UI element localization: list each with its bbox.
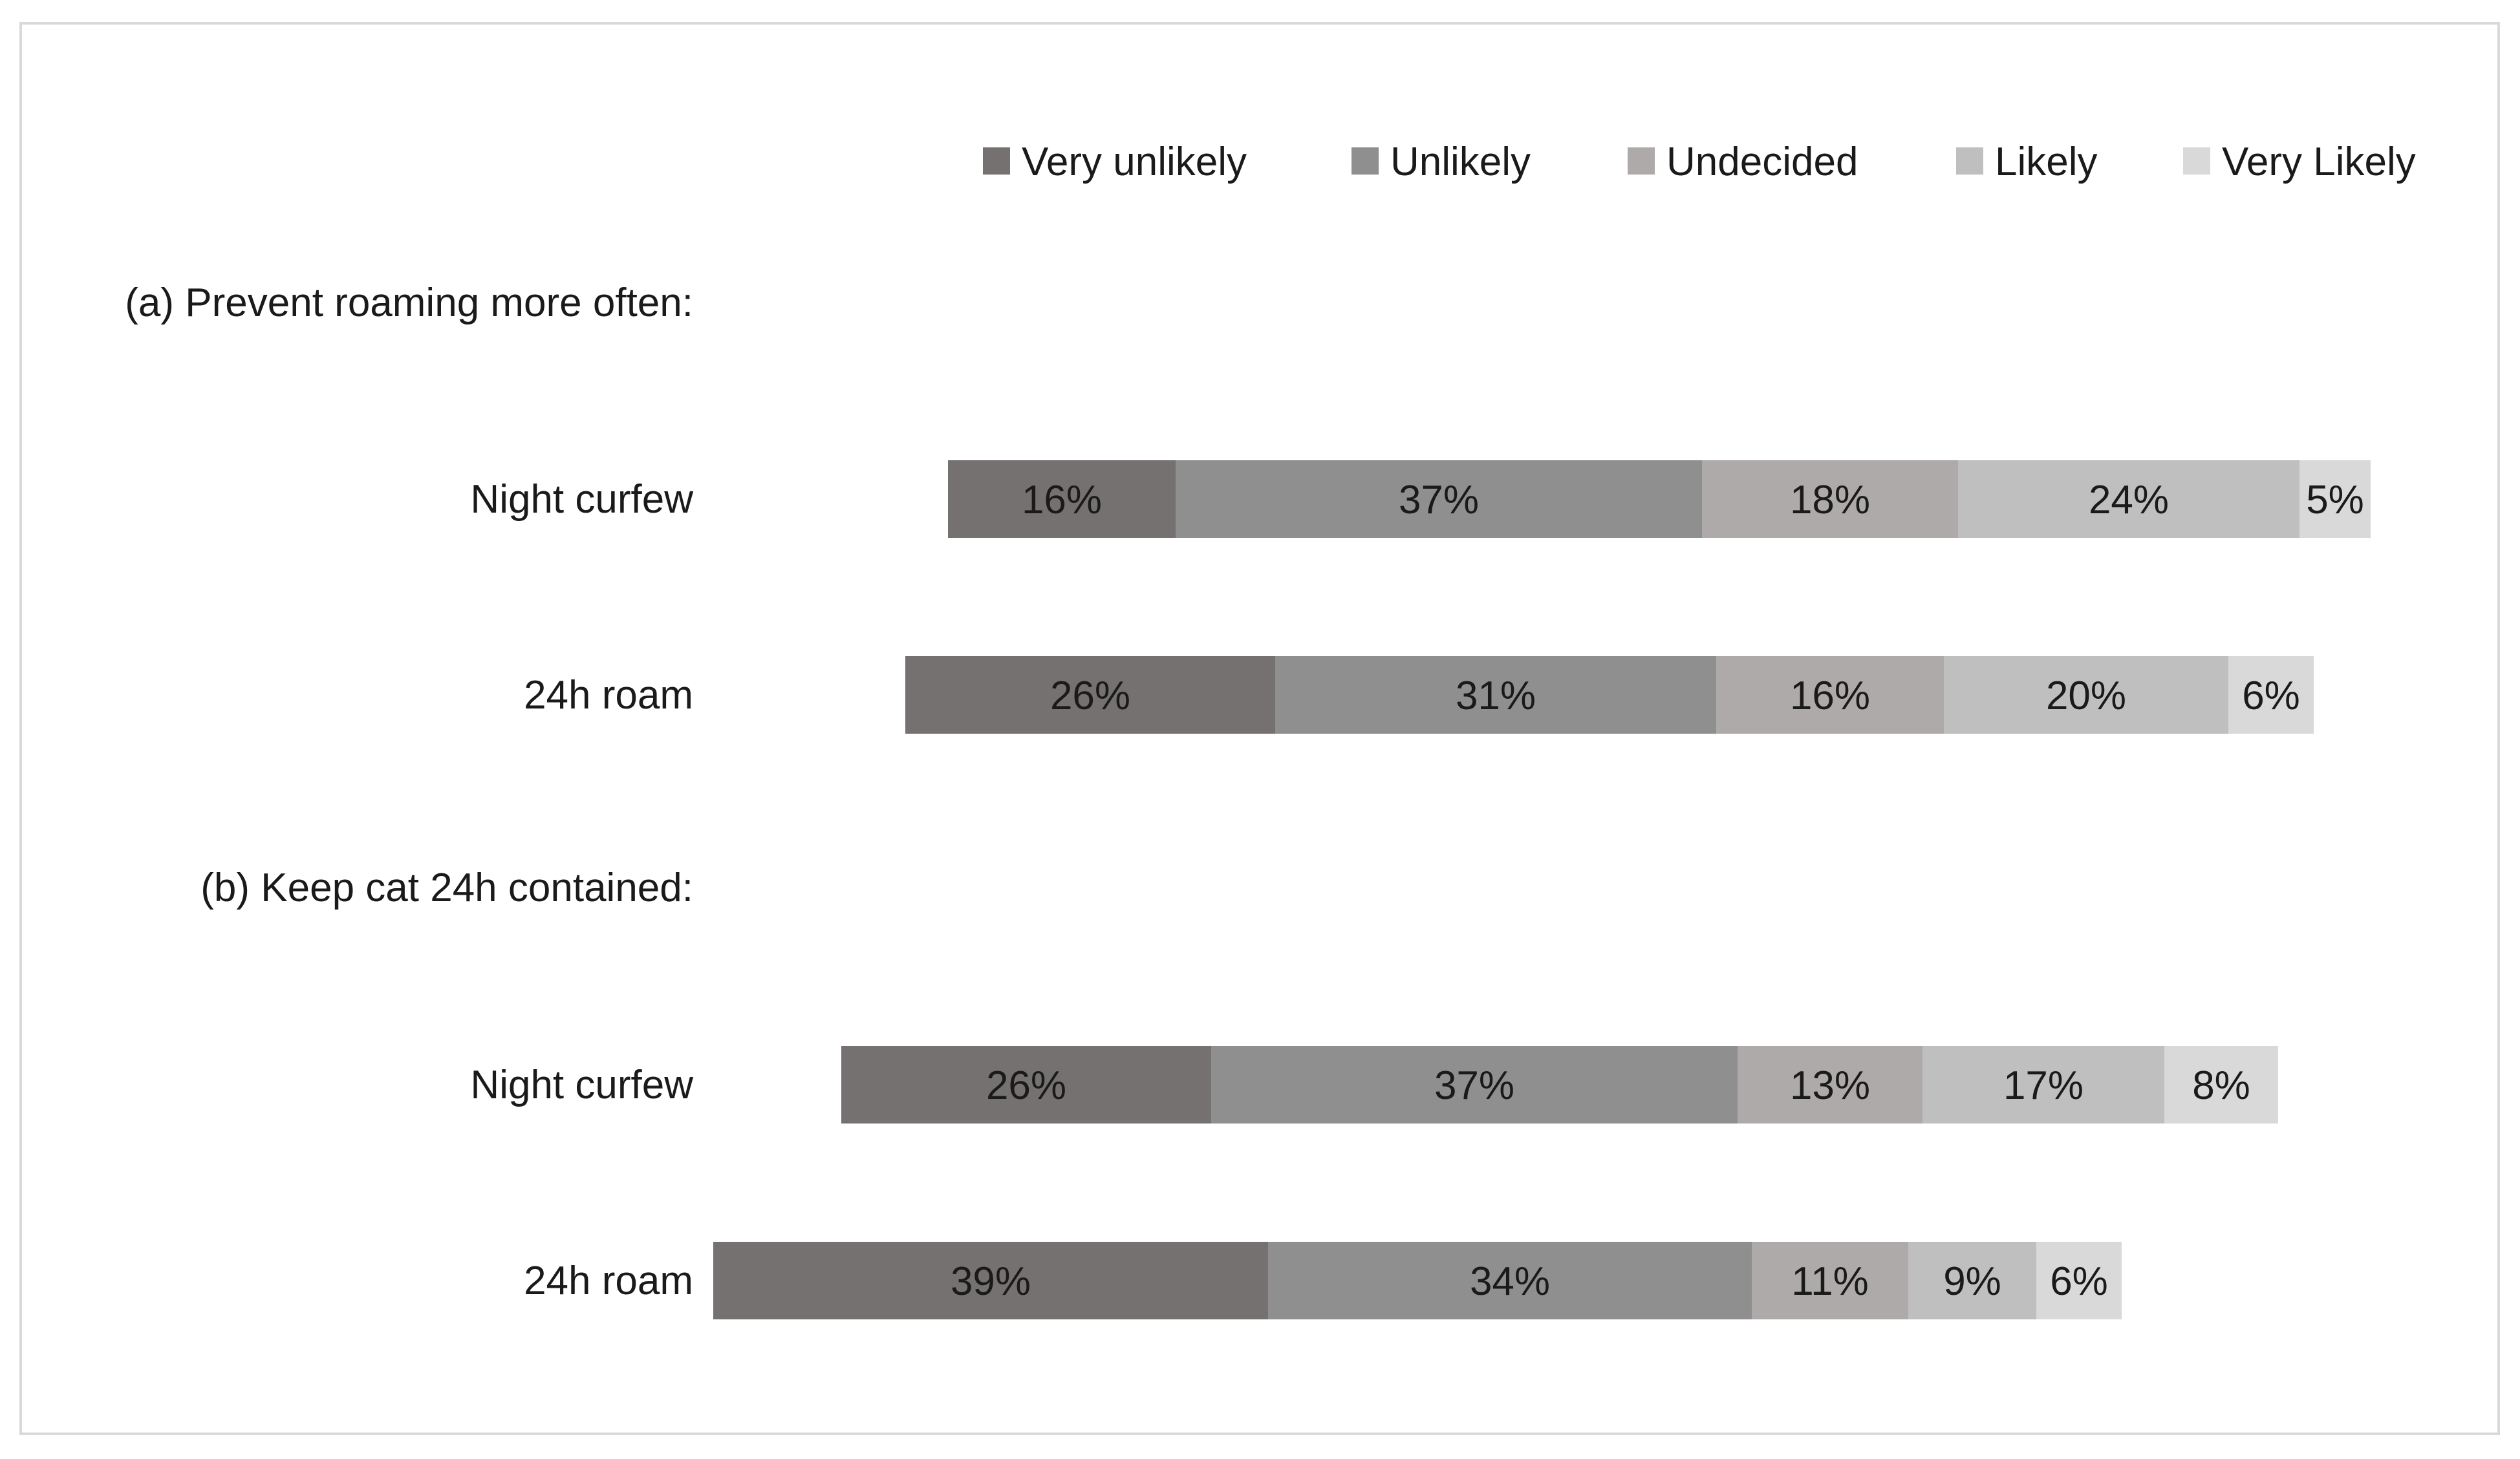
data-label-1-1-1: 16%: [1022, 478, 1102, 522]
legend-label-2: Unlikely: [1390, 140, 1531, 184]
data-label-1-1-5: 5%: [2306, 478, 2364, 522]
data-label-1-2-5: 6%: [2242, 674, 2300, 718]
bar-segment-2-1-5: [2164, 1046, 2278, 1124]
legend-swatch-2: [1352, 147, 1379, 175]
data-label-1-2-1: 26%: [1050, 674, 1130, 718]
bar-segment-1-2-1: [905, 656, 1275, 734]
data-label-2-1-4: 17%: [2003, 1063, 2084, 1108]
legend-swatch-3: [1628, 147, 1655, 175]
bar-segment-2-2-3: [1752, 1242, 1908, 1319]
bar-segment-1-2-5: [2228, 656, 2314, 734]
data-label-2-1-1: 26%: [986, 1063, 1066, 1108]
bar-segment-1-1-5: [2299, 460, 2371, 538]
data-label-2-2-1: 39%: [951, 1259, 1031, 1304]
group-heading-1: (a) Prevent roaming more often:: [125, 281, 693, 325]
data-label-1-1-2: 37%: [1399, 478, 1479, 522]
data-label-2-2-5: 6%: [2050, 1259, 2108, 1304]
bar-segment-1-2-2: [1275, 656, 1716, 734]
data-label-1-2-3: 16%: [1790, 674, 1870, 718]
data-label-1-2-2: 31%: [1456, 674, 1536, 718]
bar-segment-2-2-1: [713, 1242, 1268, 1319]
legend-swatch-1: [983, 147, 1010, 175]
data-label-2-2-4: 9%: [1943, 1259, 2001, 1304]
bar-segment-1-1-3: [1702, 460, 1958, 538]
data-label-1-1-3: 18%: [1790, 478, 1870, 522]
legend-swatch-4: [1956, 147, 1983, 175]
bar-segment-2-1-3: [1738, 1046, 1922, 1124]
row-label-1-1: Night curfew: [470, 477, 693, 522]
data-label-1-2-4: 20%: [2046, 674, 2126, 718]
bar-segment-1-1-1: [948, 460, 1176, 538]
data-label-2-1-3: 13%: [1790, 1063, 1870, 1108]
legend-label-3: Undecided: [1666, 140, 1858, 184]
group-heading-2: (b) Keep cat 24h contained:: [200, 866, 693, 910]
bar-segment-2-2-5: [2036, 1242, 2122, 1319]
data-label-1-1-4: 24%: [2089, 478, 2169, 522]
data-label-2-1-2: 37%: [1434, 1063, 1514, 1108]
bar-segment-2-1-4: [1922, 1046, 2164, 1124]
bar-segment-2-2-4: [1908, 1242, 2036, 1319]
legend-label-4: Likely: [1995, 140, 2098, 184]
data-label-2-1-5: 8%: [2192, 1063, 2250, 1108]
row-label-2-1: Night curfew: [470, 1063, 693, 1107]
row-label-1-2: 24h roam: [524, 673, 693, 718]
bar-segment-1-2-4: [1944, 656, 2228, 734]
bar-segment-1-1-4: [1958, 460, 2299, 538]
bar-segment-1-2-3: [1716, 656, 1944, 734]
bar-segment-2-1-1: [841, 1046, 1211, 1124]
bar-segment-1-1-2: [1176, 460, 1702, 538]
legend-label-5: Very Likely: [2222, 140, 2416, 184]
row-label-2-2: 24h roam: [524, 1259, 693, 1303]
bar-segment-2-2-2: [1268, 1242, 1752, 1319]
bar-segment-2-1-2: [1211, 1046, 1738, 1124]
data-label-2-2-3: 11%: [1791, 1259, 1869, 1304]
data-label-2-2-2: 34%: [1470, 1259, 1550, 1304]
legend-swatch-5: [2183, 147, 2210, 175]
legend-label-1: Very unlikely: [1022, 140, 1247, 184]
